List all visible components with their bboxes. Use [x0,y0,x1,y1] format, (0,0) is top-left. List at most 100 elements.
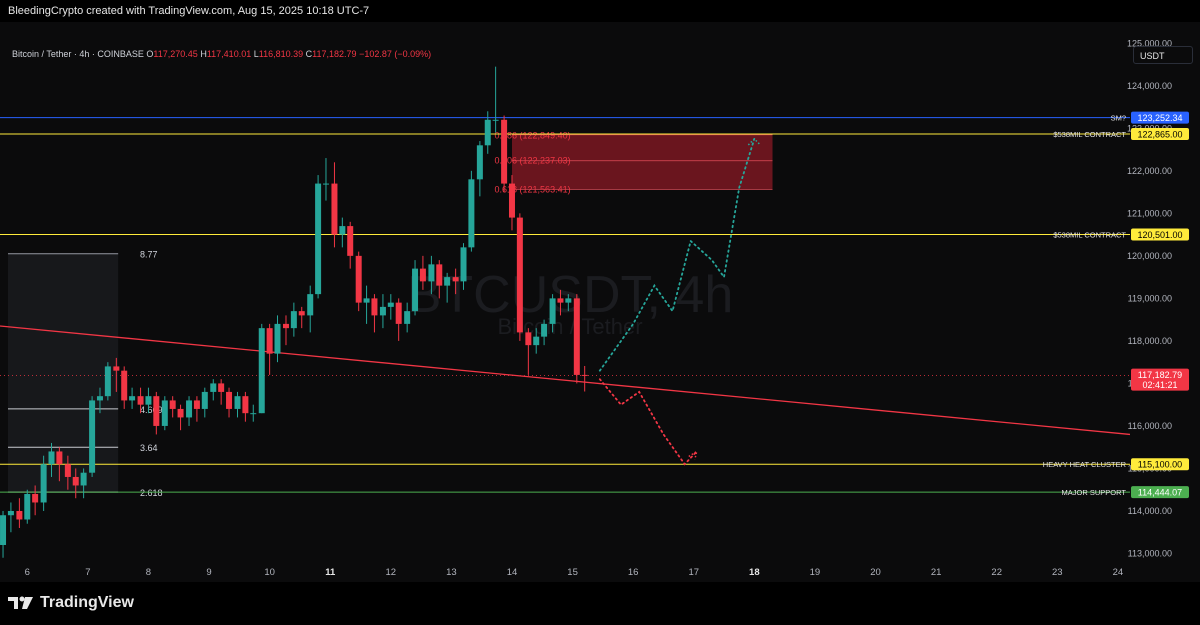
bearish-projection-path [598,378,698,466]
trendline [0,325,1131,436]
current-price-badge-text: 117,182.79 [1138,370,1182,380]
candle-down [347,226,354,256]
candle-down [64,464,71,477]
close-label: C [305,49,313,59]
candle-down [581,374,588,376]
candle-up [48,451,55,465]
time-tick-label: 17 [688,567,699,578]
price-tick-label: 125,000.00 [1127,38,1172,48]
bullish-projection-path [598,138,756,372]
price-level-badge-text: 122,865.00 [1137,130,1182,140]
candle-up [492,119,499,121]
high-value: 117,410.01 [206,49,252,59]
close-value: 117,182.79 [312,49,357,59]
candle-up [7,510,14,516]
candle-up [258,328,265,414]
currency-selector[interactable]: USDT [1133,46,1193,64]
candle-down [573,298,580,375]
candle-up [322,183,329,185]
candle-up [428,264,435,282]
candle-down [282,323,289,329]
time-tick-label: 19 [810,567,821,578]
price-level-badge [1131,111,1189,124]
candle-down [516,217,523,333]
candle-up [145,396,152,405]
high-label: H [200,49,207,59]
candle-up [412,268,419,312]
candle-down [226,391,233,409]
candle-down [72,476,79,486]
candle-down [557,298,564,303]
time-tick-label: 12 [386,567,397,578]
price-tick-label: 114,000.00 [1128,506,1172,516]
time-tick-label: 11 [325,567,336,578]
candle-up [460,247,467,282]
price-tick-label: 122,000.00 [1127,166,1172,176]
candle-up [161,400,168,426]
candle-up [484,119,491,146]
candle-down [218,383,225,392]
price-tick-label: 120,000.00 [1127,251,1172,261]
price-level-badge-text: 120,501.00 [1137,230,1182,240]
fib-zone-label: 0.786 (122,849.40) [495,131,571,141]
fib-zone-label: 0.706 (122,237.03) [495,156,571,166]
bearish-arrow-icon [688,449,698,460]
time-tick-label: 6 [25,567,30,578]
time-tick-label: 21 [931,567,942,578]
candle-down [266,328,273,354]
candle-up [468,179,475,248]
candle-up [541,323,548,337]
fib-extension-label: 3.64 [140,443,158,453]
candle-up [274,323,281,354]
candle-up [210,383,217,392]
tradingview-logo-icon [8,596,33,609]
time-tick-label: 15 [567,567,578,578]
candle-up [0,515,7,545]
candle-up [89,400,96,473]
chart-area[interactable]: BTCUSDT, 4h Bitcoin / Tether 8.77 4.669 3.64… [0,22,1200,582]
horizontal-level-label: $538MIL CONTRACT [1053,231,1126,240]
price-level-badge [1131,458,1189,471]
candle-down [121,370,128,401]
footer: TradingView [0,582,1200,625]
open-value: 117,270.45 [153,49,198,59]
candle-down [193,400,200,409]
ohlc-legend: Bitcoin / Tether · 4h · COINBASE O117,27… [12,49,431,59]
horizontal-level-label: $538MIL CONTRACT [1053,130,1126,139]
low-label: L [253,49,259,59]
time-tick-label: 10 [264,567,275,578]
price-tick-label: 119,000.00 [1128,293,1172,303]
price-tick-label: 113,000.00 [1128,548,1172,558]
fib-extension-label: 4.669 [140,405,163,415]
price-level-badge-text: 114,444.07 [1138,488,1182,498]
candle-down [177,408,184,418]
candle-down [242,396,249,414]
price-tick-label: 121,000.00 [1127,208,1172,218]
candle-down [169,400,176,409]
time-tick-label: 16 [628,567,639,578]
open-label: O [146,49,154,59]
candle-down [331,183,338,235]
price-level-badge [1131,486,1189,499]
candle-down [525,332,532,346]
candle-up [549,298,556,324]
fib-extension-box [8,253,119,493]
candle-up [24,493,31,520]
candle-down [395,302,402,324]
low-value: 116,810.39 [258,49,304,59]
candle-down [436,264,443,286]
time-tick-label: 24 [1113,567,1124,578]
candle-down [419,268,426,282]
time-axis-bg [0,562,1200,582]
attribution-text: BleedingCrypto created with TradingView.… [8,5,370,17]
candle-up [40,464,47,503]
candle-up [404,311,411,324]
candle-up [379,306,386,316]
candle-up [387,302,394,307]
price-tick-label: 118,000.00 [1128,336,1172,346]
candle-up [363,298,370,303]
candle-up [533,336,540,346]
tradingview-logo[interactable]: TradingView [8,594,134,612]
fib-zone-label: 0.618 (121,563.41) [495,184,571,194]
